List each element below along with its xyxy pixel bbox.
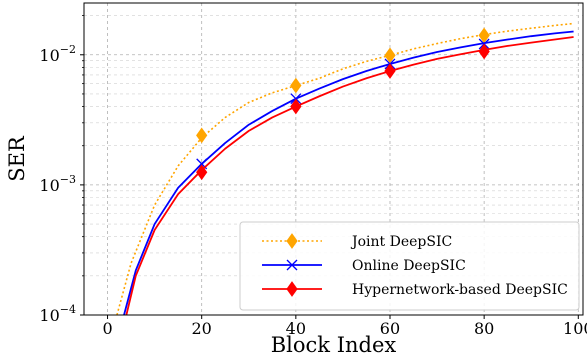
- legend-item-online-deepsic: Online DeepSIC: [262, 258, 466, 274]
- series-line-online-deepsic: [123, 30, 574, 315]
- y-axis-label: SER: [5, 135, 29, 182]
- series-line-joint-deepsic: [116, 22, 574, 315]
- data-point-online-deepsic-stroke: [196, 158, 208, 170]
- legend-marker-online-deepsic: [286, 259, 298, 271]
- legend-label-online-deepsic: Online DeepSIC: [352, 258, 466, 274]
- series-joint-deepsic: [116, 22, 574, 315]
- y-tick-label: 10−4: [39, 303, 76, 325]
- legend-marker-joint-deepsic: [286, 233, 298, 249]
- ticks: 0 20 40 60 80 100 10−4 10−3 10−2: [39, 15, 587, 338]
- y-tick-label: 10−2: [39, 43, 76, 65]
- legend-marker-online-deepsic-stroke: [286, 259, 298, 271]
- y-tick-label: 10−3: [39, 173, 76, 195]
- plot-frame: [83, 2, 584, 316]
- x-tick-label: 20: [192, 319, 212, 338]
- legend-marker-hypernetwork-based-deepsic: [286, 281, 298, 297]
- legend-item-joint-deepsic: Joint DeepSIC: [262, 233, 452, 250]
- x-axis-label: Block Index: [271, 333, 397, 357]
- x-tick-label: 0: [102, 319, 112, 338]
- data-point-joint-deepsic: [196, 127, 208, 144]
- data-point-joint-deepsic: [290, 77, 302, 94]
- legend-box: [239, 221, 580, 311]
- data-point-hypernetwork-based-deepsic: [384, 63, 396, 79]
- x-tick-label: 80: [474, 319, 494, 338]
- x-tick-label: 60: [380, 319, 400, 338]
- legend: Joint DeepSIC Online DeepSIC Hypernetwork-…: [239, 221, 580, 311]
- x-tick-label: 100: [563, 319, 587, 338]
- data-point-online-deepsic: [290, 93, 302, 105]
- series-hypernetwork-based-deepsic: [125, 36, 574, 315]
- data-point-hypernetwork-based-deepsic: [196, 164, 208, 181]
- data-point-joint-deepsic: [384, 47, 396, 64]
- x-tick-label: 40: [286, 319, 306, 338]
- data-point-hypernetwork-based-deepsic: [478, 43, 490, 60]
- data-point-hypernetwork-based-deepsic: [290, 98, 302, 115]
- data-point-online-deepsic-stroke: [290, 93, 302, 105]
- legend-label-joint-deepsic: Joint DeepSIC: [350, 234, 452, 250]
- series-line-hypernetwork-based-deepsic: [125, 36, 574, 315]
- series-layer: [116, 22, 574, 315]
- legend-label-hypernetwork-based-deepsic: Hypernetwork-based DeepSIC: [352, 282, 568, 298]
- legend-item-hypernetwork-based-deepsic: Hypernetwork-based DeepSIC: [262, 281, 568, 298]
